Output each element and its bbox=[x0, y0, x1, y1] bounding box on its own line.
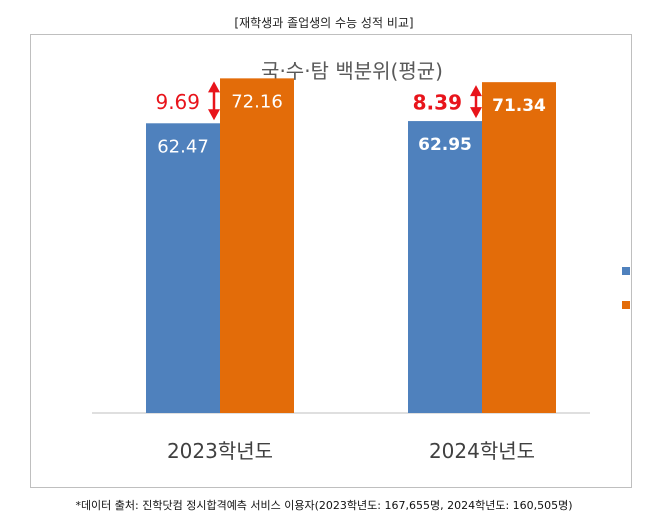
bar-series-1-1 bbox=[408, 121, 482, 414]
data-label-series-2-1: 71.34 bbox=[492, 96, 546, 116]
difference-arrowhead-up-0 bbox=[208, 81, 220, 93]
bar-series-2-1 bbox=[482, 82, 556, 413]
difference-arrowhead-down-1 bbox=[470, 107, 482, 119]
data-label-series-1-0: 62.47 bbox=[157, 136, 209, 157]
bar-series-2-0 bbox=[220, 78, 294, 413]
data-label-series-2-0: 72.16 bbox=[231, 91, 283, 112]
category-label-0: 2023학년도 bbox=[167, 439, 273, 463]
data-source-note: *데이터 출처: 진학닷컴 정시합격예측 서비스 이용자(2023학년도: 16… bbox=[75, 499, 573, 512]
difference-label-0: 9.69 bbox=[155, 90, 200, 114]
data-label-series-1-1: 62.95 bbox=[418, 135, 472, 155]
difference-arrowhead-up-1 bbox=[470, 85, 482, 97]
difference-label-1: 8.39 bbox=[413, 91, 462, 115]
chart-caption: [재학생과 졸업생의 수능 성적 비교] bbox=[234, 16, 414, 30]
legend-marker-series-1 bbox=[622, 267, 630, 275]
bar-series-1-0 bbox=[146, 123, 220, 413]
difference-arrowhead-down-0 bbox=[208, 109, 220, 121]
category-label-1: 2024학년도 bbox=[429, 439, 535, 463]
legend-marker-series-2 bbox=[622, 301, 630, 309]
